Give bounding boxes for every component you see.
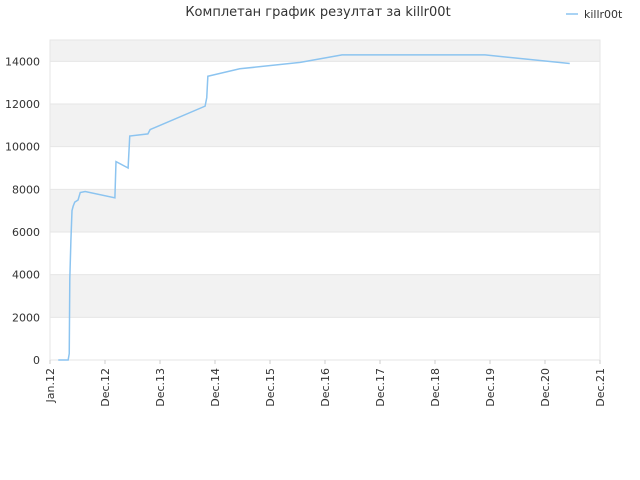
y-tick-label: 14000 (5, 55, 40, 68)
y-tick-label: 8000 (12, 183, 40, 196)
x-tick-label: Dec.20 (539, 368, 552, 407)
grid-band (50, 274, 600, 318)
x-tick-label: Dec.15 (264, 368, 277, 407)
y-tick-label: 0 (33, 354, 40, 367)
x-tick-label: Dec.17 (374, 368, 387, 407)
x-tick-label: Dec.21 (594, 368, 607, 407)
grid-band (50, 40, 600, 62)
grid-band (50, 104, 600, 147)
x-tick-label: Dec.13 (154, 368, 167, 407)
y-tick-label: 2000 (12, 311, 40, 324)
grid-band (50, 189, 600, 232)
x-tick-label: Dec.14 (209, 368, 222, 407)
y-tick-label: 10000 (5, 141, 40, 154)
x-tick-label: Dec.16 (319, 368, 332, 407)
chart-title: Комплетан график резултат за killr00t (185, 5, 450, 20)
x-tick-label: Dec.18 (429, 368, 442, 407)
y-tick-label: 4000 (12, 269, 40, 282)
data-line (58, 54, 570, 361)
x-tick-label: Jan.12 (44, 368, 57, 403)
x-tick-label: Dec.19 (484, 368, 497, 407)
y-tick-label: 6000 (12, 226, 40, 239)
y-tick-label: 12000 (5, 98, 40, 111)
legend-label: killr00t (584, 8, 623, 21)
x-tick-label: Dec.12 (99, 368, 112, 407)
